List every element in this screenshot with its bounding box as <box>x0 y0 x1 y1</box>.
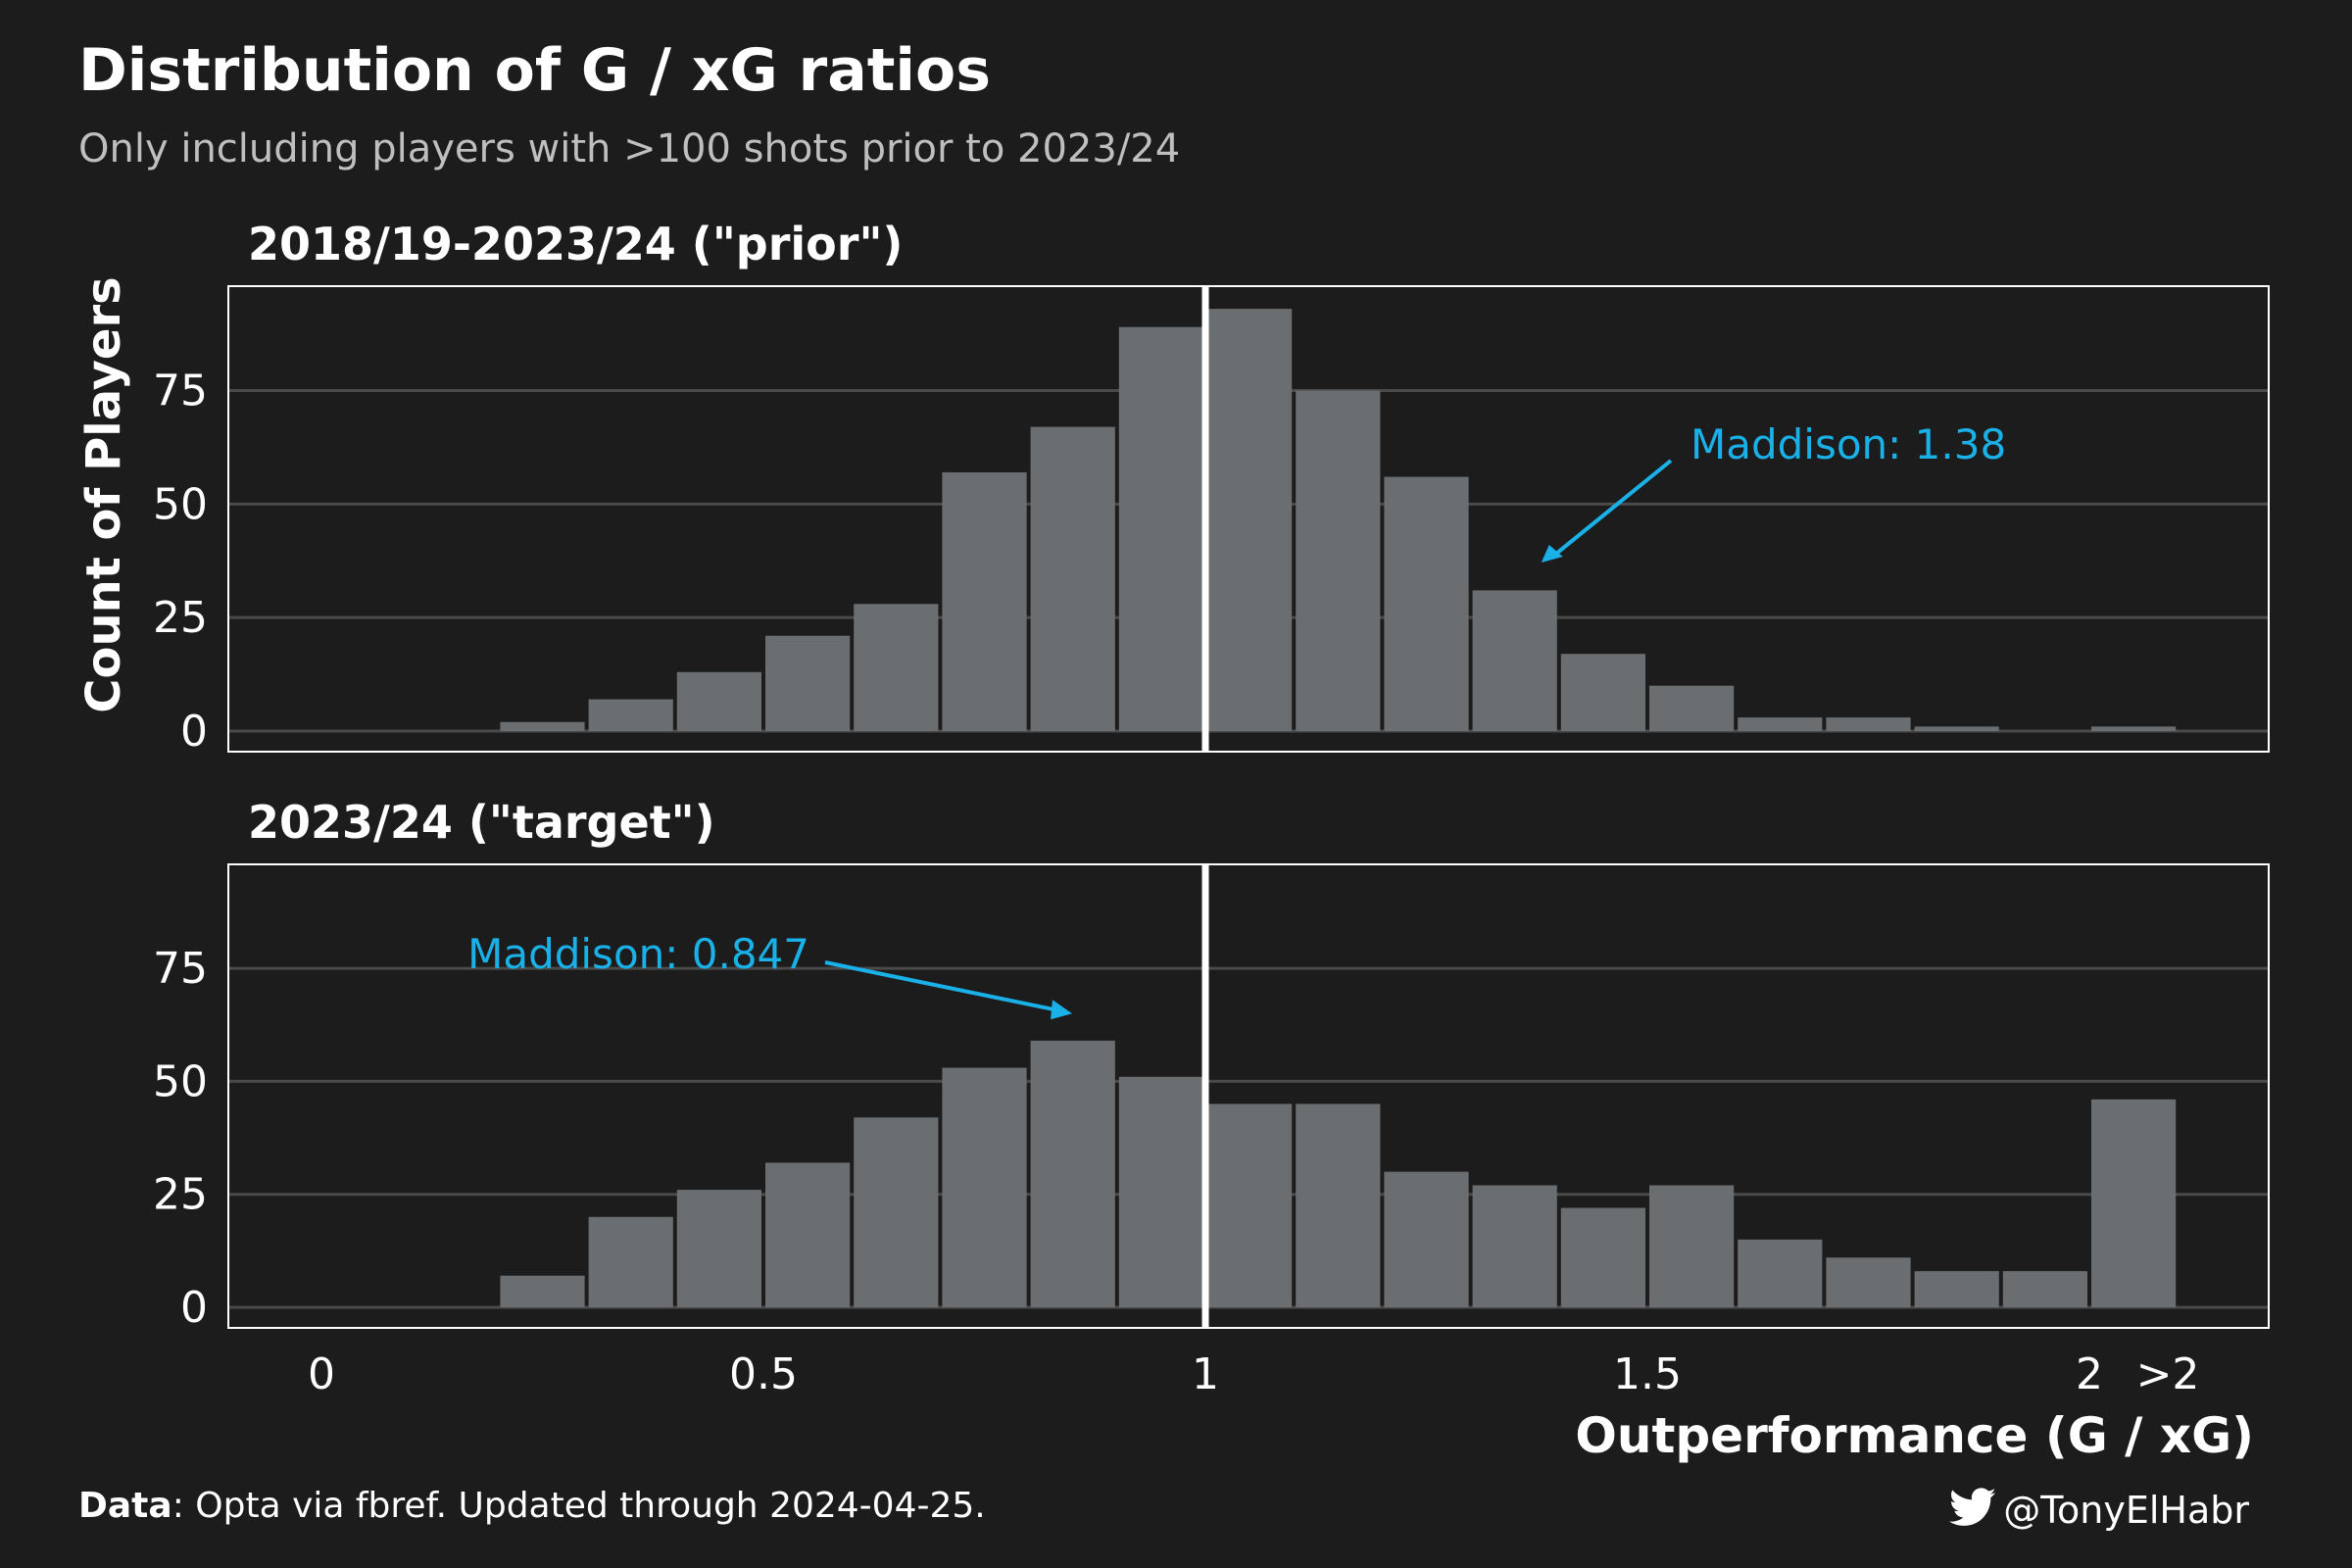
y-tick-label: 75 <box>153 367 208 416</box>
histogram-bar <box>1472 1185 1557 1307</box>
histogram-bar <box>500 1275 585 1307</box>
histogram-bar <box>588 1216 673 1307</box>
histogram-bar <box>1207 309 1293 731</box>
x-axis: 0 0.5 1 1.5 2 >2 <box>308 1349 2199 1399</box>
histogram-bar <box>1560 1207 1645 1307</box>
y-axis-label: Count of Players <box>76 276 131 712</box>
x-tick-label: 1 <box>1192 1349 1219 1399</box>
histogram-bar <box>1914 1271 1999 1307</box>
histogram-bar <box>1826 717 1911 731</box>
panel-title: 2018/19-2023/24 ("prior") <box>248 218 903 270</box>
chart-title: Distribution of G / xG ratios <box>78 36 991 105</box>
x-tick-label: 1.5 <box>1613 1349 1682 1399</box>
histogram-bar <box>765 1162 851 1307</box>
histogram-bar <box>1030 426 1115 731</box>
chart-subtitle: Only including players with >100 shots p… <box>78 126 1180 172</box>
histogram-bar <box>1384 476 1469 731</box>
histogram-bar <box>2002 1271 2087 1307</box>
histogram-bar <box>1738 717 1823 731</box>
twitter-icon <box>1949 1488 1997 1526</box>
histogram-bar <box>676 671 761 731</box>
histogram-bar <box>1472 590 1557 731</box>
histogram-bar <box>1118 1076 1203 1307</box>
y-tick-label: 50 <box>153 1056 208 1106</box>
histogram-bar <box>1296 1103 1381 1307</box>
panel-target: 2023/24 ("target") 0 25 50 75 Maddison: 0.847 <box>153 796 2270 1333</box>
caption-text: : Opta via fbref. Updated through 2024-0… <box>172 1486 986 1526</box>
x-tick-label: 0 <box>308 1349 335 1399</box>
histogram-bar <box>1118 326 1203 731</box>
annotation-label: Maddison: 1.38 <box>1690 420 2006 468</box>
histogram-bar <box>1738 1239 1823 1307</box>
histogram-bar <box>1649 1185 1735 1307</box>
panel-title: 2023/24 ("target") <box>248 796 715 849</box>
histogram-bar <box>1560 654 1645 731</box>
histogram-bar <box>854 604 939 731</box>
histogram-bar <box>676 1190 761 1307</box>
y-tick-label: 25 <box>153 593 208 643</box>
panel-border <box>227 863 2270 1329</box>
y-tick-label: 0 <box>180 707 208 757</box>
panel-border <box>227 285 2270 753</box>
histogram-bar <box>765 635 851 731</box>
annotation-label: Maddison: 0.847 <box>467 930 809 978</box>
histogram-bar <box>1649 685 1735 731</box>
author-handle: @TonyElHabr <box>2003 1489 2249 1532</box>
annotation-arrow <box>824 960 1055 1012</box>
histogram-bar <box>2091 726 2177 731</box>
x-tick-label: >2 <box>2136 1349 2200 1399</box>
histogram-bar <box>942 471 1027 731</box>
annotation-arrowhead <box>1050 1000 1072 1020</box>
annotation-arrowhead <box>1541 544 1563 563</box>
caption: Data: Opta via fbref. Updated through 20… <box>78 1486 986 1526</box>
histogram-bar <box>588 699 673 731</box>
x-tick-label: 0.5 <box>729 1349 798 1399</box>
histogram-bar <box>1207 1103 1293 1307</box>
histogram-bar <box>1030 1040 1115 1307</box>
histogram-bar <box>942 1067 1027 1307</box>
x-axis-label: Outperformance (G / xG) <box>1575 1407 2254 1464</box>
histogram-bar <box>1914 726 1999 731</box>
histogram-bar <box>500 721 585 731</box>
y-tick-label: 25 <box>153 1170 208 1220</box>
y-tick-label: 50 <box>153 479 208 529</box>
histogram-bar <box>2091 1099 2177 1307</box>
annotation-arrow <box>1553 459 1673 557</box>
panel-prior: 2018/19-2023/24 ("prior") 0 25 50 75 Maddison… <box>153 218 2270 757</box>
caption-label: Data <box>78 1486 172 1526</box>
x-tick-label: 2 <box>2076 1349 2103 1399</box>
y-tick-label: 0 <box>180 1283 208 1333</box>
histogram-bar <box>1296 390 1381 731</box>
histogram-bar <box>1384 1171 1469 1307</box>
y-tick-label: 75 <box>153 944 208 994</box>
histogram-bar <box>854 1117 939 1307</box>
histogram-bar <box>1826 1257 1911 1307</box>
